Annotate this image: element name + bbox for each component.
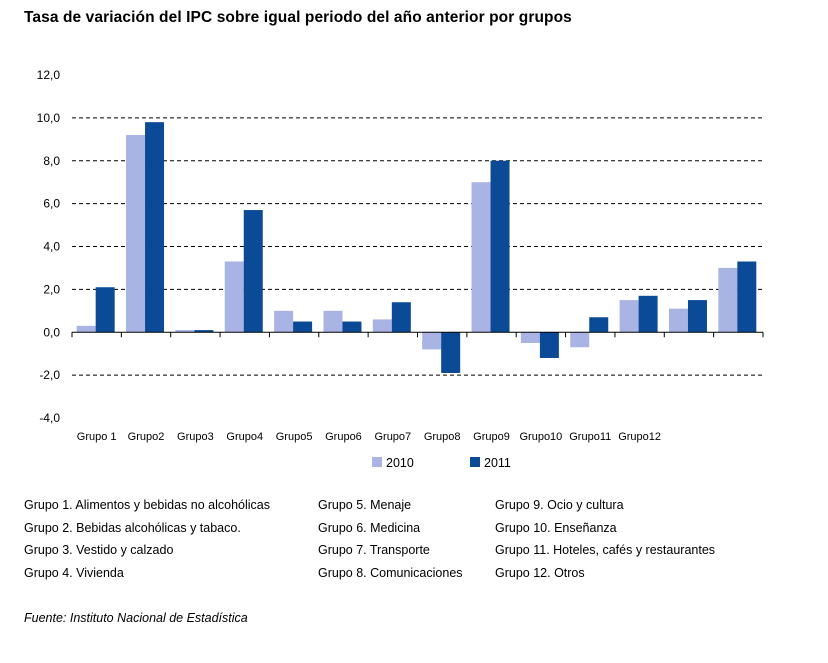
bar-2011 — [145, 122, 165, 333]
legend-note: Grupo 9. Ocio y cultura — [495, 498, 624, 512]
bar-chart: 12,0 10,0 8,0 6,0 4,0 2,0 0,0 -2,0 -4,0 Grupo 1 Gr… — [37, 68, 764, 470]
bar-2011 — [391, 302, 411, 333]
bar-2011 — [490, 160, 510, 333]
bar-2010 — [274, 310, 294, 333]
bar-2010 — [323, 310, 343, 333]
bar-2011 — [342, 321, 362, 333]
x-tick-label: Grupo11 — [569, 431, 611, 443]
bar-2010 — [175, 330, 195, 333]
bar-2010 — [422, 332, 442, 350]
x-tick-label: Grupo6 — [325, 431, 362, 443]
bar-2010 — [619, 300, 639, 333]
bar-2010 — [570, 332, 590, 348]
bar-2010 — [126, 135, 146, 333]
x-tick-label: Grupo9 — [473, 431, 510, 443]
y-tick-label: 6,0 — [43, 197, 60, 211]
legend-note: Grupo 4. Vivienda — [24, 566, 124, 580]
x-tick-label: Grupo5 — [276, 431, 313, 443]
legend-note: Grupo 5. Menaje — [318, 498, 412, 512]
x-tick-label: Grupo8 — [424, 431, 461, 443]
bar-2010 — [520, 332, 540, 343]
source-note: Fuente: Instituto Nacional de Estadístic… — [24, 611, 248, 625]
legend-swatch-2010 — [372, 457, 382, 467]
x-tick-label: Grupo 1 — [77, 431, 117, 443]
x-tick-label: Grupo12 — [618, 431, 661, 443]
y-tick-label: 10,0 — [37, 111, 61, 125]
bar-2011 — [687, 300, 707, 333]
bar-2010 — [372, 319, 392, 333]
legend-note: Grupo 6. Medicina — [318, 521, 421, 535]
bar-2011 — [441, 332, 461, 373]
y-tick-label: -4,0 — [39, 411, 60, 425]
bar-2011 — [293, 321, 313, 333]
y-tick-label: 2,0 — [43, 282, 60, 296]
x-tick-label: Grupo7 — [374, 431, 411, 443]
bar-2011 — [737, 261, 757, 333]
legend-note: Grupo 10. Enseñanza — [495, 521, 617, 535]
bar-2011 — [95, 287, 115, 333]
y-tick-label: 4,0 — [43, 240, 60, 254]
bar-2011 — [638, 295, 658, 333]
bar-2011 — [539, 332, 559, 358]
y-tick-label: -2,0 — [39, 368, 60, 382]
legend-note: Grupo 2. Bebidas alcohólicas y tabaco. — [24, 521, 241, 535]
x-tick-label: Grupo4 — [226, 431, 263, 443]
bar-2011 — [243, 210, 263, 333]
bar-2010 — [668, 308, 688, 333]
x-tick-label: Grupo10 — [519, 431, 562, 443]
y-tick-label: 0,0 — [43, 325, 60, 339]
legend-note: Grupo 7. Transporte — [318, 543, 430, 557]
x-tick-label: Grupo2 — [128, 431, 165, 443]
legend-note: Grupo 3. Vestido y calzado — [24, 543, 174, 557]
y-tick-label: 12,0 — [37, 68, 61, 82]
legend-note: Grupo 11. Hoteles, cafés y restaurantes — [495, 543, 716, 557]
x-tick-label: Grupo3 — [177, 431, 214, 443]
legend-note: Grupo 12. Otros — [495, 566, 585, 580]
bar-2011 — [589, 317, 609, 333]
legend-note: Grupo 1. Alimentos y bebidas no alcohóli… — [24, 498, 270, 512]
chart-title: Tasa de variación del IPC sobre igual pe… — [24, 9, 572, 26]
y-tick-label: 8,0 — [43, 154, 60, 168]
legend-label: 2011 — [484, 456, 511, 470]
bar-2010 — [718, 267, 738, 333]
bar-2010 — [224, 261, 244, 333]
bar-2010 — [471, 182, 491, 333]
legend-label: 2010 — [386, 456, 414, 470]
legend-swatch-2011 — [470, 457, 480, 467]
bar-2010 — [76, 325, 96, 333]
legend-note: Grupo 8. Comunicaciones — [318, 566, 463, 580]
bar-2011 — [194, 330, 214, 333]
